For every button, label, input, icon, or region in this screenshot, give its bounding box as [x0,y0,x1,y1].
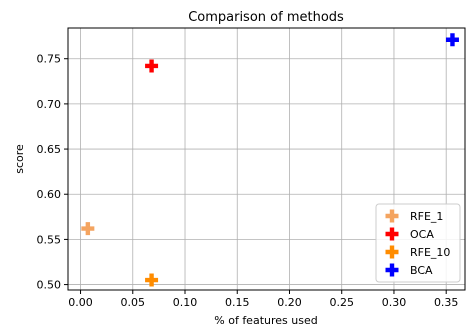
data-point [445,33,459,47]
y-tick-label: 0.70 [37,98,62,111]
legend-items: RFE_1 OCA RFE_10 BCA [385,209,450,277]
y-tick-label: 0.50 [37,279,62,292]
legend-label: RFE_10 [410,246,450,259]
chart-title: Comparison of methods [188,10,344,25]
x-tick-label: 0.30 [382,296,407,309]
legend-marker [385,263,399,277]
x-tick-label: 0.20 [277,296,302,309]
y-axis: 0.50 0.55 0.60 0.65 0.70 0.75 [37,53,68,292]
x-tick-label: 0.35 [434,296,459,309]
x-tick-label: 0.10 [173,296,198,309]
x-tick-label: 0.25 [329,296,354,309]
x-tick-label: 0.15 [225,296,250,309]
legend-marker [385,227,399,241]
x-tick-label: 0.00 [68,296,93,309]
legend: RFE_1 OCA RFE_10 BCA [375,203,461,283]
x-axis: 0.00 0.05 0.10 0.15 0.20 0.25 0.30 0.35 [68,290,458,309]
legend-marker [385,245,399,259]
y-tick-label: 0.65 [37,143,62,156]
legend-label: OCA [410,228,434,241]
x-axis-label: % of features used [214,314,317,327]
data-points [81,33,459,287]
legend-label: BCA [410,264,433,277]
legend-box [375,203,461,283]
data-point [145,273,159,287]
legend-marker [385,209,399,223]
legend-label: RFE_1 [410,210,443,223]
y-tick-label: 0.60 [37,188,62,201]
x-tick-label: 0.05 [121,296,146,309]
plot-frame [67,27,466,291]
y-tick-label: 0.55 [37,233,62,246]
y-axis-label: score [13,144,26,174]
data-point [81,222,95,236]
data-point [145,59,159,73]
y-tick-label: 0.75 [37,53,62,66]
